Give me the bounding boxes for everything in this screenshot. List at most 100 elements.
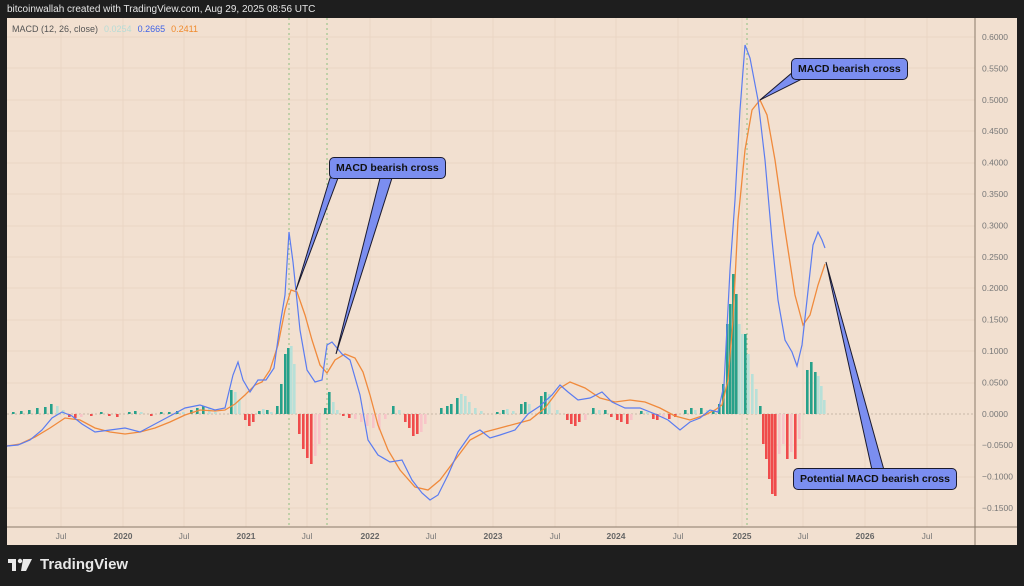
histogram-bar	[732, 274, 735, 414]
histogram-bar	[790, 414, 793, 452]
time-axis: Jul 2020 Jul 2021 Jul 2022 Jul 2023 Jul 2024 Jul 20…	[56, 531, 933, 541]
histogram-bar	[244, 414, 247, 420]
histogram-bar	[620, 414, 623, 422]
histogram-bar	[741, 334, 744, 414]
histogram-bar	[574, 414, 577, 426]
histogram-bar	[140, 412, 143, 414]
histogram-bar	[398, 410, 401, 414]
histogram-bar	[378, 414, 381, 430]
histogram-bar	[416, 414, 419, 434]
histogram-bar	[80, 414, 83, 417]
histogram-bar	[182, 412, 185, 414]
histogram-bar	[548, 394, 551, 414]
histogram-bar	[598, 410, 601, 414]
histogram-bar	[798, 414, 801, 439]
histogram-bar	[134, 411, 137, 414]
histogram-bar	[656, 414, 659, 420]
histogram-bar	[496, 412, 499, 414]
histogram-bar	[412, 414, 415, 436]
time-tick-label: Jul	[302, 531, 313, 541]
histogram-value: 0.0254	[104, 24, 132, 34]
histogram-bar	[90, 414, 93, 416]
histogram-bar	[464, 396, 467, 414]
histogram-bar	[684, 410, 687, 414]
histogram-bar	[744, 334, 747, 414]
time-tick-label: 2020	[114, 531, 133, 541]
histogram-bar	[520, 404, 523, 414]
histogram-bar	[332, 402, 335, 414]
histogram-bar	[794, 414, 797, 459]
histogram-bar	[640, 411, 643, 414]
histogram-bar	[502, 410, 505, 414]
price-tick-label: 0.1500	[982, 315, 1008, 325]
histogram-bar	[28, 410, 31, 414]
histogram-bar	[276, 406, 279, 414]
histogram-bar	[524, 402, 527, 414]
tradingview-logo[interactable]: TradingView	[8, 556, 128, 573]
histogram-bar	[747, 354, 750, 414]
callout-1-pointer	[295, 177, 339, 291]
histogram-bar	[592, 408, 595, 414]
price-tick-label: −0.0500	[982, 440, 1013, 450]
price-tick-label: −0.1000	[982, 472, 1013, 482]
histogram-bar	[506, 409, 509, 414]
price-tick-label: 0.6000	[982, 32, 1008, 42]
grid	[7, 18, 975, 527]
time-tick-label: Jul	[673, 531, 684, 541]
histogram-bar	[150, 414, 153, 416]
histogram-bar	[610, 414, 613, 417]
histogram-bar	[694, 410, 697, 414]
price-tick-label: 0.3000	[982, 220, 1008, 230]
indicator-legend[interactable]: MACD (12, 26, close) 0.0254 0.2665 0.241…	[12, 24, 198, 34]
histogram-bar	[328, 392, 331, 414]
macd-line	[6, 44, 826, 501]
time-tick-label: 2024	[607, 531, 626, 541]
histogram-bar	[100, 412, 103, 414]
price-tick-label: 0.4000	[982, 158, 1008, 168]
price-tick-label: 0.2500	[982, 252, 1008, 262]
histogram-bar	[771, 414, 774, 494]
price-tick-label: 0.1000	[982, 346, 1008, 356]
indicator-name: MACD (12, 26, close)	[12, 24, 99, 34]
price-tick-label: 0.0500	[982, 377, 1008, 387]
histogram-bar	[751, 374, 754, 414]
histogram-bar	[786, 414, 789, 459]
histogram-bar	[544, 392, 547, 414]
histogram-bar	[662, 414, 665, 418]
histogram-bar	[726, 324, 729, 414]
price-tick-label: 0.4500	[982, 126, 1008, 136]
histogram-bar	[290, 346, 293, 414]
histogram-bar	[287, 348, 290, 414]
price-tick-label: 0.3500	[982, 189, 1008, 199]
histogram-bar	[336, 410, 339, 414]
price-tick-label: 0.5000	[982, 95, 1008, 105]
histogram-bar	[646, 412, 649, 414]
histogram-bar	[248, 414, 251, 426]
chart-panel[interactable]	[7, 18, 1017, 545]
time-tick-label: Jul	[56, 531, 67, 541]
histogram-bar	[168, 412, 171, 414]
histogram-bar	[384, 414, 387, 419]
histogram-bar	[446, 406, 449, 414]
time-tick-label: 2021	[237, 531, 256, 541]
histogram-bar	[512, 411, 515, 414]
histogram-bar	[74, 414, 77, 418]
callout-2-pointer	[335, 177, 393, 355]
histogram-bar	[468, 402, 471, 414]
histogram-bar	[293, 364, 296, 414]
histogram-bar	[306, 414, 309, 458]
histogram-bar	[12, 412, 15, 414]
callout-bearish-cross-2021[interactable]: MACD bearish cross	[329, 157, 446, 179]
histogram-bar	[584, 414, 587, 420]
histogram-bar	[774, 414, 777, 496]
histogram-bar	[626, 414, 629, 424]
histogram-bar	[44, 407, 47, 414]
callout-bearish-cross-2025[interactable]: MACD bearish cross	[791, 58, 908, 80]
histogram-bar	[755, 389, 758, 414]
callout-potential-bearish-cross[interactable]: Potential MACD bearish cross	[793, 468, 957, 490]
price-axis: 0.6000 0.5500 0.5000 0.4500 0.4000 0.3500 0.30…	[982, 32, 1013, 513]
histogram-bar	[262, 409, 265, 414]
histogram-bar	[420, 414, 423, 432]
histogram-bar	[36, 408, 39, 414]
